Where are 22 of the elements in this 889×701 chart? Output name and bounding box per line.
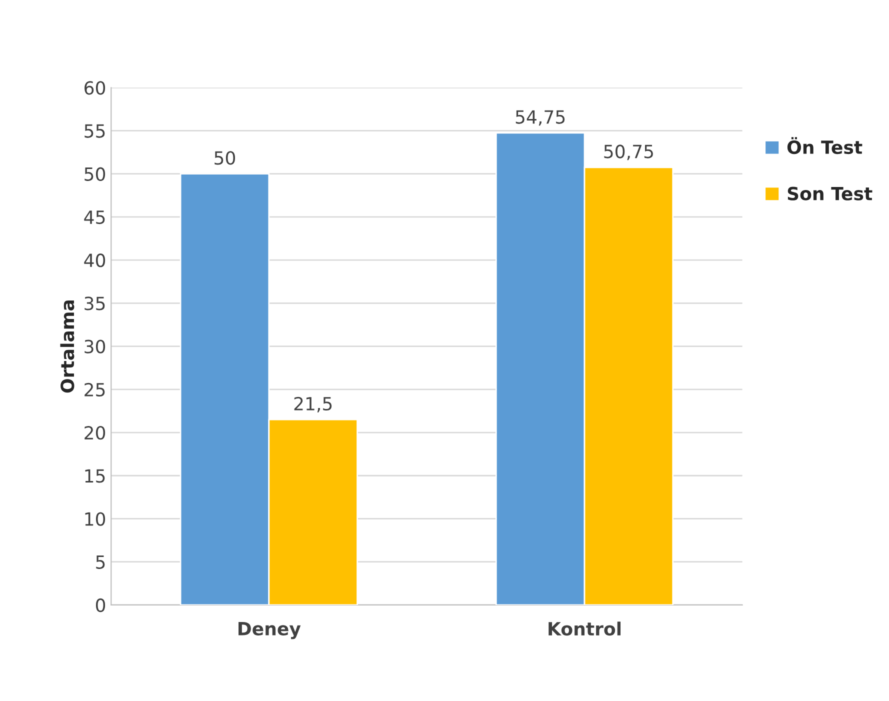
- data-label: 50: [214, 151, 236, 165]
- y-tick-label: 25: [84, 382, 105, 397]
- y-tick-label: 20: [84, 426, 106, 440]
- y-axis-title: Ortalama: [60, 300, 74, 393]
- y-tick-label: 50: [84, 167, 106, 181]
- y-tick-label: 40: [84, 254, 106, 268]
- data-label: 54,75: [516, 110, 565, 126]
- data-label: 21,5: [294, 396, 332, 412]
- y-tick-label: 10: [85, 512, 106, 526]
- y-tick-label: 5: [96, 556, 105, 569]
- y-tick-label: 15: [85, 469, 105, 483]
- legend-label: Son Test: [788, 186, 872, 200]
- y-tick-label: 55: [84, 124, 105, 138]
- legend-label: Ön Test: [787, 137, 862, 154]
- y-tick-label: 45: [84, 210, 105, 224]
- x-tick-label: Kontrol: [548, 622, 621, 636]
- y-tick-label: 60: [84, 81, 106, 95]
- data-label: 50,75: [604, 144, 653, 160]
- y-tick-label: 30: [84, 340, 106, 354]
- y-tick-label: 35: [84, 296, 105, 310]
- x-tick-label: Deney: [238, 622, 301, 640]
- y-tick-label: 0: [96, 598, 106, 612]
